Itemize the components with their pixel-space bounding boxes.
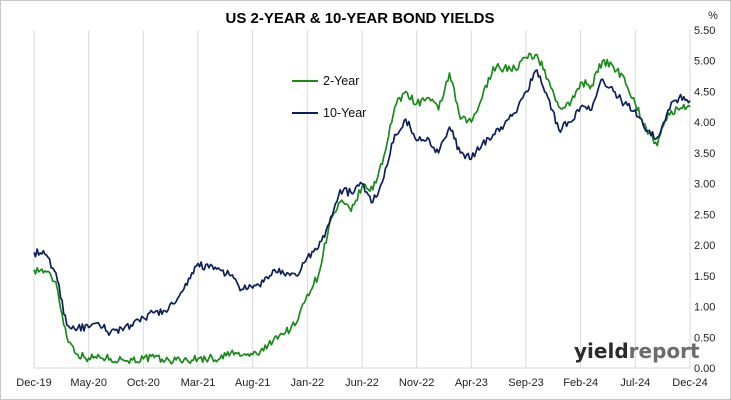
logo-yield-text: yield <box>574 339 629 363</box>
x-tick-label: Dec-24 <box>672 377 707 389</box>
y-tick-label: 0.00 <box>694 363 715 375</box>
x-tick-label: Aug-21 <box>235 377 270 389</box>
x-axis-ticks: Dec-19 May-20 Oct-20 Mar-21 Aug-21 Jan-22 Jun-… <box>16 377 707 389</box>
y-tick-label: 1.50 <box>694 271 715 283</box>
y-tick-label: 0.50 <box>694 332 715 344</box>
y-tick-label: 5.00 <box>694 56 715 68</box>
x-tick-label: Mar-21 <box>181 377 216 389</box>
y-tick-label: 5.50 <box>694 25 715 37</box>
logo-report-text: report <box>629 339 700 363</box>
x-tick-label: Sep-23 <box>508 377 543 389</box>
svg-text:yieldreport: yieldreport <box>574 339 700 363</box>
x-tick-label: Jul-24 <box>620 377 650 389</box>
series-line-2-year <box>33 52 691 365</box>
x-tick-label: May-20 <box>70 377 107 389</box>
y-tick-label: 3.00 <box>694 179 715 191</box>
y-tick-label: 1.00 <box>694 302 715 314</box>
y-tick-label: 2.00 <box>694 240 715 252</box>
x-tick-label: Oct-20 <box>127 377 160 389</box>
x-tick-label: Jun-22 <box>345 377 379 389</box>
y-tick-label: 2.50 <box>694 209 715 221</box>
x-tick-label: Jan-22 <box>291 377 325 389</box>
x-tick-label: Feb-24 <box>563 377 598 389</box>
y-tick-label: 4.50 <box>694 86 715 98</box>
y-axis-unit: % <box>708 10 718 22</box>
x-tick-label: Apr-23 <box>455 377 488 389</box>
y-tick-label: 4.00 <box>694 117 715 129</box>
legend-label: 10-Year <box>323 106 366 120</box>
x-tick-label: Dec-19 <box>16 377 51 389</box>
legend-label: 2-Year <box>323 74 359 88</box>
x-tick-label: Nov-22 <box>399 377 434 389</box>
series-line-10-year <box>33 69 691 336</box>
y-tick-label: 3.50 <box>694 148 715 160</box>
yieldreport-logo: yieldreport <box>574 339 700 363</box>
legend: 2-Year 10-Year <box>292 74 366 120</box>
series-lines <box>33 52 691 365</box>
chart-title: US 2-YEAR & 10-YEAR BOND YIELDS <box>226 10 495 27</box>
y-axis-ticks: 0.00 0.50 1.00 1.50 2.00 2.50 3.00 3.50 4.00 4.50… <box>694 25 715 375</box>
gridlines <box>33 30 691 369</box>
